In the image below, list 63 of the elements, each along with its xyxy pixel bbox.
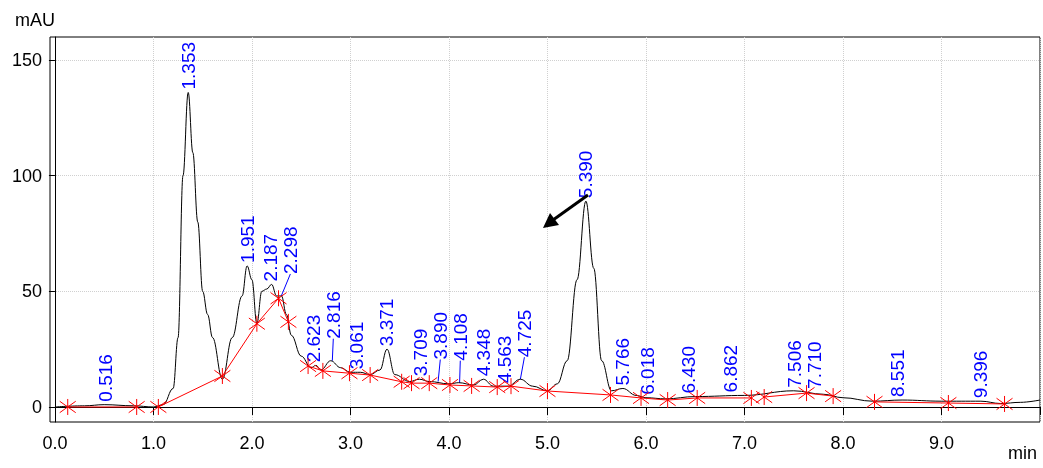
x-tick-label: 6.0 [633,433,659,453]
point [393,373,411,391]
x-tick-label: 1.0 [140,433,166,453]
annotation: 6.430 [677,346,699,394]
annotation: 9.396 [970,350,991,399]
y-tick-label: 50 [21,281,42,302]
point [463,377,481,395]
x-tick-label: 2.0 [239,433,265,453]
point [939,394,957,412]
x-tick-label: 5.0 [534,433,560,453]
annotation: 7.506 [783,340,805,388]
x-axis-title: min [1008,443,1038,463]
point [659,391,677,409]
point [441,376,459,394]
annotation: 6.018 [637,347,659,395]
point [824,387,842,405]
point [538,382,556,400]
annotation: 2.187 [259,233,281,282]
annotation: 4.563 [493,335,515,384]
annotation: 2.623 [302,314,324,363]
annotation: 2.816 [322,291,344,339]
point [996,395,1014,413]
annotation: 5.766 [612,337,634,386]
annotation: 4.725 [513,309,535,358]
y-tick-label: 0 [31,396,42,417]
annotation: 8.551 [886,349,908,398]
point [420,374,438,392]
y-tick-label: 100 [11,165,42,186]
point [128,398,146,416]
x-tick-label: 9.0 [928,433,955,453]
annotation: 1.353 [177,41,199,90]
point [314,362,332,380]
annotation: 6.862 [720,344,742,393]
point [248,315,266,333]
annotation: 3.061 [345,321,367,370]
point [866,393,884,411]
annotation: 4.348 [472,328,494,377]
point [279,313,297,331]
annotation: 7.710 [803,341,825,389]
point [361,366,379,384]
point [403,374,421,392]
point [149,398,167,416]
x-tick-label: 4.0 [436,433,462,453]
annotation: 3.890 [429,311,451,360]
y-tick-label: 150 [11,50,42,71]
annotation: 2.298 [279,226,301,274]
annotation: 5.390 [575,150,597,199]
point [742,389,760,407]
point [213,367,231,385]
annotation: 4.108 [449,313,471,361]
x-tick-label: 7.0 [731,433,757,453]
annotation: 3.371 [376,298,398,347]
x-tick-label: 8.0 [830,433,856,453]
annotation: 1.951 [236,215,258,263]
point [755,388,773,406]
point [59,398,77,416]
y-axis-title: mAU [14,10,55,30]
x-tick-label: 0.0 [42,433,68,453]
annotation: 3.709 [409,328,431,377]
point [602,386,620,404]
x-tick-label: 3.0 [337,433,363,453]
annotation: 0.516 [95,354,117,402]
point [270,289,288,307]
